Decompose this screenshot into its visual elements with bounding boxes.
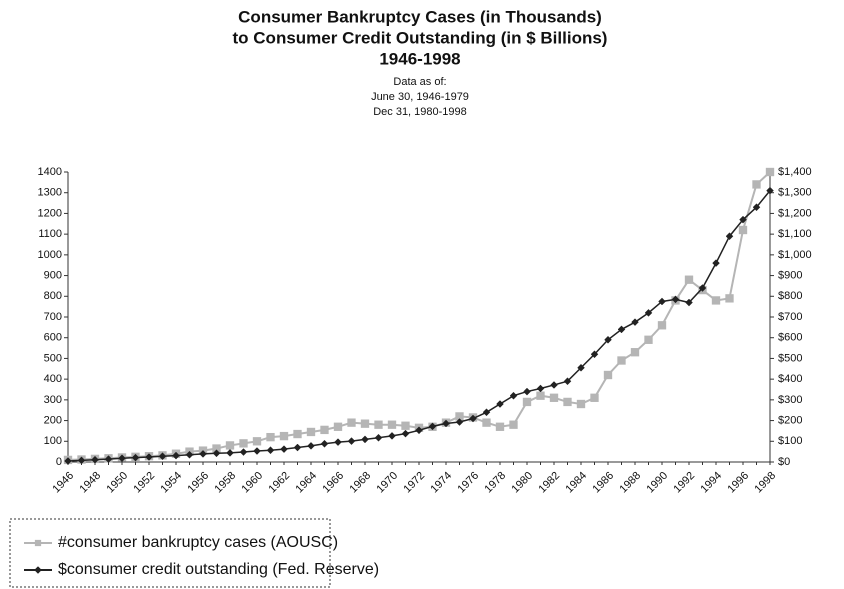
y2-tick-label: $1,100 — [778, 228, 812, 240]
x-tick-label: 1948 — [77, 470, 103, 496]
y-tick-label: 1200 — [38, 207, 62, 219]
y-tick-label: 1000 — [38, 249, 62, 261]
x-tick-label: 1980 — [509, 470, 535, 496]
y-tick-label: 200 — [44, 414, 62, 426]
x-tick-label: 1996 — [725, 470, 751, 496]
x-tick-label: 1962 — [266, 470, 292, 496]
y-tick-label: 400 — [44, 373, 62, 385]
y-tick-label: 900 — [44, 269, 62, 281]
x-tick-label: 1954 — [158, 470, 184, 496]
series-line — [63, 167, 775, 465]
x-tick-label: 1946 — [50, 470, 76, 496]
x-tick-label: 1964 — [293, 470, 319, 496]
x-tick-label: 1970 — [374, 470, 400, 496]
x-tick-label: 1978 — [482, 470, 508, 496]
x-tick-label: 1998 — [752, 470, 778, 496]
y-tick-label: 1400 — [38, 166, 62, 178]
x-tick-label: 1988 — [617, 470, 643, 496]
y2-tick-label: $600 — [778, 332, 802, 344]
y-tick-label: 500 — [44, 352, 62, 364]
x-tick-label: 1968 — [347, 470, 373, 496]
x-tick-label: 1984 — [563, 470, 589, 496]
x-tick-label: 1992 — [671, 470, 697, 496]
chart-title: to Consumer Credit Outstanding (in $ Bil… — [233, 28, 608, 47]
y-tick-label: 100 — [44, 435, 62, 447]
x-tick-label: 1956 — [185, 470, 211, 496]
x-tick-label: 1986 — [590, 470, 616, 496]
legend-box — [9, 518, 331, 588]
y2-tick-label: $0 — [778, 456, 790, 468]
x-tick-label: 1950 — [104, 470, 130, 496]
y2-tick-label: $200 — [778, 414, 802, 426]
y-tick-label: 0 — [56, 456, 62, 468]
y2-tick-label: $900 — [778, 269, 802, 281]
legend-label: #consumer bankruptcy cases (AOUSC) — [58, 534, 338, 551]
legend-label: $consumer credit outstanding (Fed. Reser… — [58, 561, 379, 578]
y-tick-label: 800 — [44, 290, 62, 302]
subtitle: Dec 31, 1980-1998 — [373, 106, 467, 118]
y2-tick-label: $300 — [778, 394, 802, 406]
x-tick-label: 1982 — [536, 470, 562, 496]
subtitle: Data as of: — [393, 76, 446, 88]
series-line — [64, 186, 774, 465]
y2-tick-label: $1,000 — [778, 249, 812, 261]
y2-tick-label: $1,400 — [778, 166, 812, 178]
y2-tick-label: $500 — [778, 352, 802, 364]
y2-tick-label: $700 — [778, 311, 802, 323]
x-tick-label: 1966 — [320, 470, 346, 496]
subtitle: June 30, 1946-1979 — [371, 91, 469, 103]
x-tick-label: 1994 — [698, 470, 724, 496]
y-tick-label: 1300 — [38, 187, 62, 199]
y-tick-label: 700 — [44, 311, 62, 323]
x-tick-label: 1960 — [239, 470, 265, 496]
x-tick-label: 1972 — [401, 470, 427, 496]
y-tick-label: 600 — [44, 332, 62, 344]
y2-tick-label: $400 — [778, 373, 802, 385]
y2-tick-label: $1,300 — [778, 187, 812, 199]
y2-tick-label: $100 — [778, 435, 802, 447]
y2-tick-label: $1,200 — [778, 207, 812, 219]
x-tick-label: 1952 — [131, 470, 157, 496]
x-tick-label: 1974 — [428, 470, 454, 496]
x-tick-label: 1990 — [644, 470, 670, 496]
y-tick-label: 1100 — [38, 228, 62, 240]
y-tick-label: 300 — [44, 394, 62, 406]
x-tick-label: 1958 — [212, 470, 238, 496]
y2-tick-label: $800 — [778, 290, 802, 302]
chart-title: Consumer Bankruptcy Cases (in Thousands) — [238, 7, 602, 26]
chart-title: 1946-1998 — [379, 49, 460, 68]
x-tick-label: 1976 — [455, 470, 481, 496]
